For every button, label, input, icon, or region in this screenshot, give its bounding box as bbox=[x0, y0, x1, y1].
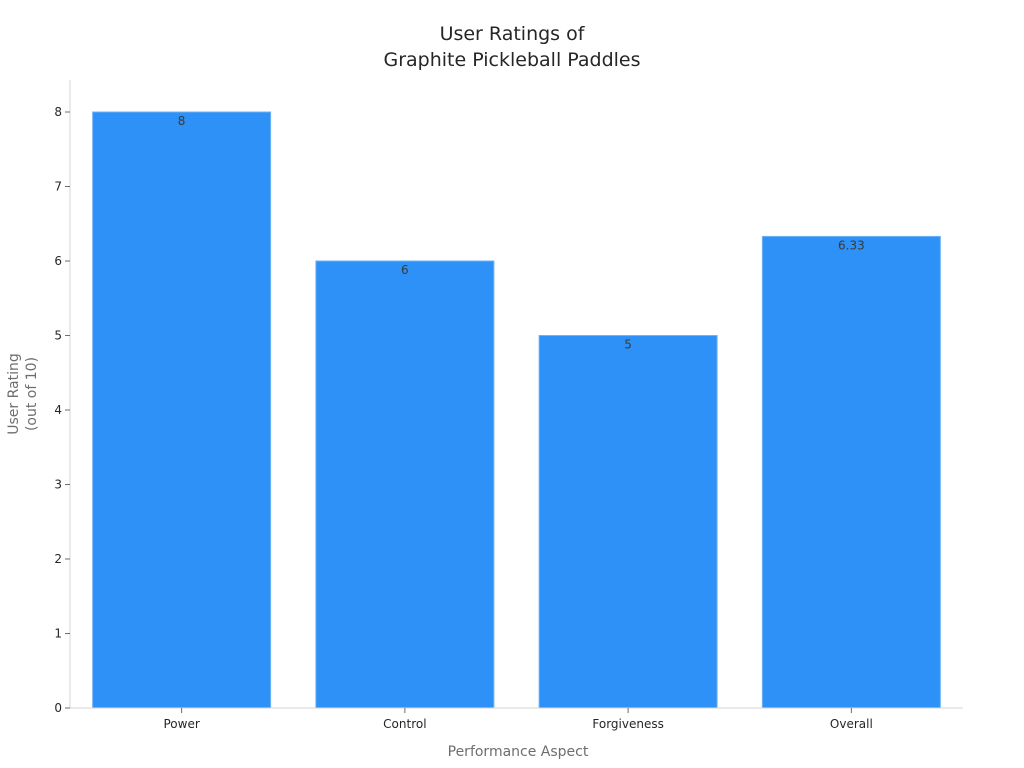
y-tick-label: 5 bbox=[54, 329, 62, 343]
y-tick-label: 6 bbox=[54, 254, 62, 268]
chart-title-line-2: Graphite Pickleball Paddles bbox=[383, 49, 640, 71]
bar-overall bbox=[761, 235, 941, 709]
y-tick-label: 3 bbox=[54, 478, 62, 492]
chart-title-line-1: User Ratings of bbox=[440, 23, 586, 45]
bar-value-label: 6 bbox=[401, 263, 409, 277]
y-tick-label: 7 bbox=[54, 180, 62, 194]
bar-value-label: 6.33 bbox=[838, 238, 865, 252]
x-tick-label: Control bbox=[383, 717, 426, 731]
bar-control bbox=[315, 260, 495, 709]
y-tick-label: 2 bbox=[54, 552, 62, 566]
y-tick-label: 0 bbox=[54, 701, 62, 715]
x-axis-label: Performance Aspect bbox=[448, 744, 589, 760]
x-tick-label: Forgiveness bbox=[592, 717, 663, 731]
y-tick-label: 4 bbox=[54, 403, 62, 417]
x-axis-ticks: Power Control Forgiveness Overall bbox=[163, 708, 873, 731]
y-tick-label: 8 bbox=[54, 105, 62, 119]
bar-power bbox=[92, 111, 272, 709]
y-axis-ticks: 0 1 2 3 4 5 6 7 8 bbox=[54, 105, 70, 715]
bar-forgiveness bbox=[538, 335, 718, 709]
bars-group bbox=[92, 111, 941, 709]
bar-value-label: 5 bbox=[624, 338, 632, 352]
y-tick-label: 1 bbox=[54, 627, 62, 641]
x-tick-label: Power bbox=[163, 717, 199, 731]
bar-value-label: 8 bbox=[178, 114, 186, 128]
x-tick-label: Overall bbox=[830, 717, 873, 731]
y-axis-label: User Rating (out of 10) bbox=[6, 353, 40, 435]
y-axis-label-line-2: (out of 10) bbox=[24, 357, 40, 431]
bar-labels-group: 8 6 5 6.33 bbox=[178, 114, 865, 352]
y-axis-label-line-1: User Rating bbox=[6, 353, 22, 435]
